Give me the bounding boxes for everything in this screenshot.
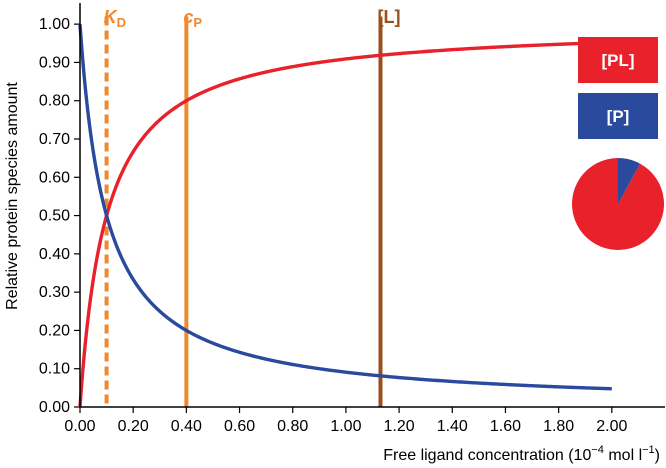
x-tick-label: 0.40: [171, 418, 202, 435]
x-tick-label: 1.00: [330, 418, 361, 435]
x-axis-title-close: ): [655, 447, 660, 464]
legend-swatch-pl: [578, 37, 658, 83]
x-tick-label: 1.20: [384, 418, 415, 435]
x-axis-ticks: 0.00 0.20 0.40 0.60 0.80 1.00 1.20 1.40 1.60 1.80…: [64, 407, 627, 435]
pie-slice-pl: [571, 158, 664, 251]
legend: [PL] [P]: [578, 37, 658, 139]
x-tick-label: 0.80: [277, 418, 308, 435]
y-axis-title: Relative protein species amount: [4, 82, 21, 310]
legend-label-pl: [PL]: [601, 51, 634, 70]
pie-chart: [571, 158, 664, 251]
pie-slice-p: [618, 158, 641, 204]
x-axis-title-unit: mol l: [604, 447, 642, 464]
series-line-p: [78, 22, 612, 391]
x-tick-label: 0.00: [64, 418, 95, 435]
y-tick-label: 0.90: [39, 54, 70, 71]
x-tick-label: 2.00: [596, 418, 627, 435]
x-tick-label: 0.20: [118, 418, 149, 435]
y-tick-label: 0.80: [39, 93, 70, 110]
series-curves: [78, 22, 612, 409]
marker-symbol: c: [183, 7, 193, 27]
concentration-markers: KD cP [L]: [104, 7, 400, 407]
x-axis-title-unit-exponent: −1: [642, 444, 655, 456]
legend-label-p: [P]: [607, 107, 630, 126]
marker-subscript: P: [193, 15, 202, 30]
marker-subscript: D: [117, 15, 126, 30]
marker-label-cp: cP: [183, 7, 202, 30]
y-tick-label: 0.20: [39, 322, 70, 339]
x-axis-title: Free ligand concentration (10−4 mol l−1): [383, 444, 660, 464]
y-tick-label: 0.60: [39, 169, 70, 186]
x-axis-title-exponent: −4: [591, 444, 604, 456]
y-tick-label: 0.30: [39, 284, 70, 301]
y-tick-label: 0.00: [39, 399, 70, 416]
x-tick-label: 1.60: [490, 418, 521, 435]
marker-text: [L]: [377, 7, 400, 27]
y-axis-ticks: 0.00 0.10 0.20 0.30 0.40 0.50 0.60 0.70 0.80 0.90…: [39, 16, 80, 416]
x-tick-label: 1.40: [437, 418, 468, 435]
x-tick-label: 1.80: [543, 418, 574, 435]
marker-symbol: K: [104, 7, 119, 27]
y-tick-label: 0.10: [39, 361, 70, 378]
x-axis-title-main: Free ligand concentration (10: [383, 447, 591, 464]
y-tick-label: 1.00: [39, 16, 70, 33]
legend-swatch-p: [578, 93, 658, 139]
marker-label-kd: KD: [104, 7, 126, 30]
y-tick-label: 0.70: [39, 131, 70, 148]
marker-label-l: [L]: [377, 7, 400, 27]
x-tick-label: 0.60: [224, 418, 255, 435]
y-tick-label: 0.50: [39, 208, 70, 225]
y-tick-label: 0.40: [39, 246, 70, 263]
series-line-pl: [78, 40, 612, 409]
